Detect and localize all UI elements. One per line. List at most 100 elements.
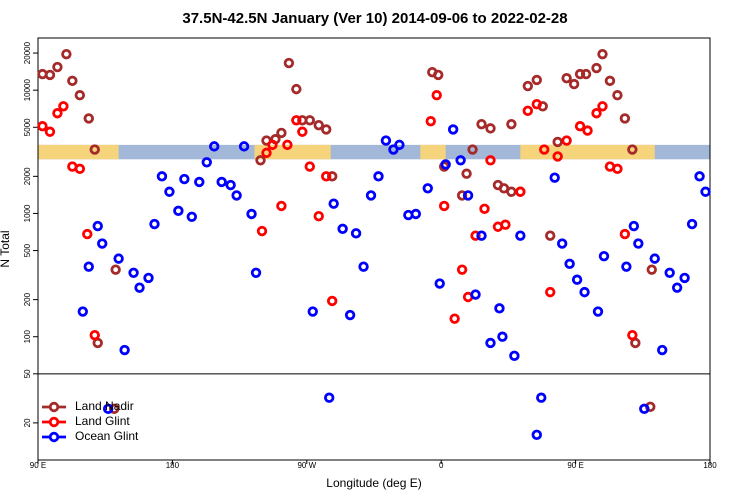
point [671, 282, 683, 293]
point [344, 309, 356, 321]
point [646, 264, 657, 275]
point [37, 121, 48, 132]
point [173, 205, 184, 217]
point [561, 73, 572, 84]
point [83, 113, 94, 124]
point [536, 392, 547, 403]
point [564, 258, 575, 270]
point [539, 144, 550, 155]
point [307, 306, 318, 317]
point [321, 124, 332, 135]
point [598, 251, 610, 262]
point [92, 220, 103, 232]
point [358, 261, 369, 272]
point [531, 74, 542, 86]
point [649, 253, 660, 264]
point [246, 208, 257, 220]
point [337, 223, 348, 235]
point [561, 135, 572, 146]
point [77, 306, 88, 317]
point [597, 48, 608, 60]
point [449, 313, 460, 324]
point [456, 190, 468, 201]
point [326, 295, 338, 307]
point [313, 119, 324, 131]
point [434, 278, 445, 289]
point [574, 121, 586, 132]
point [143, 272, 154, 284]
point [304, 115, 315, 126]
point [476, 230, 487, 241]
point [679, 272, 690, 284]
point [394, 139, 405, 151]
point [61, 48, 72, 60]
point [628, 220, 640, 232]
point [485, 155, 496, 166]
point [522, 105, 534, 117]
point [556, 238, 568, 249]
point [410, 208, 422, 220]
point [500, 219, 511, 230]
y-tick-label: 1000 [23, 204, 32, 222]
point [552, 151, 563, 162]
land-band [420, 144, 446, 160]
point [58, 101, 69, 112]
point [700, 186, 711, 197]
point [591, 108, 602, 119]
point [119, 344, 130, 356]
point [350, 228, 362, 239]
point [373, 171, 384, 182]
point [97, 238, 108, 249]
point [545, 230, 556, 241]
plot-frame [37, 37, 711, 461]
x-tick-label: 90 E [567, 461, 583, 470]
y-tick-label: 200 [23, 292, 32, 306]
point [128, 267, 139, 279]
point [83, 261, 94, 272]
point [238, 141, 250, 152]
point [164, 186, 175, 197]
x-tick-label: 0 [439, 461, 444, 470]
point [201, 157, 212, 168]
point [134, 282, 145, 293]
point [574, 68, 586, 80]
point [156, 171, 168, 182]
point [580, 68, 592, 80]
point [619, 113, 631, 124]
point [531, 98, 542, 110]
y-tick-label: 2000 [23, 167, 32, 185]
point [74, 163, 86, 175]
point [694, 171, 705, 182]
point [44, 126, 56, 137]
point [571, 274, 583, 285]
point [497, 331, 508, 342]
point [515, 186, 526, 197]
point [664, 267, 675, 279]
point [74, 90, 86, 101]
point [276, 200, 287, 212]
point [431, 90, 442, 101]
point [456, 264, 468, 275]
point [52, 61, 63, 73]
point [485, 337, 496, 349]
point [485, 123, 496, 134]
point [591, 62, 602, 74]
x-tick-label: 90 E [30, 461, 46, 470]
x-axis-label: Longitude (deg E) [326, 476, 421, 490]
point [462, 190, 474, 201]
point [313, 210, 324, 222]
point [686, 218, 698, 230]
point [365, 190, 377, 201]
legend-marker [48, 401, 60, 413]
x-tick-label: 180 [703, 461, 717, 470]
point [627, 329, 638, 341]
point [149, 218, 160, 230]
point [297, 126, 308, 137]
point [82, 228, 93, 240]
point [261, 147, 272, 159]
point [425, 116, 436, 127]
point [102, 403, 114, 415]
point [568, 78, 580, 90]
point [209, 141, 220, 152]
